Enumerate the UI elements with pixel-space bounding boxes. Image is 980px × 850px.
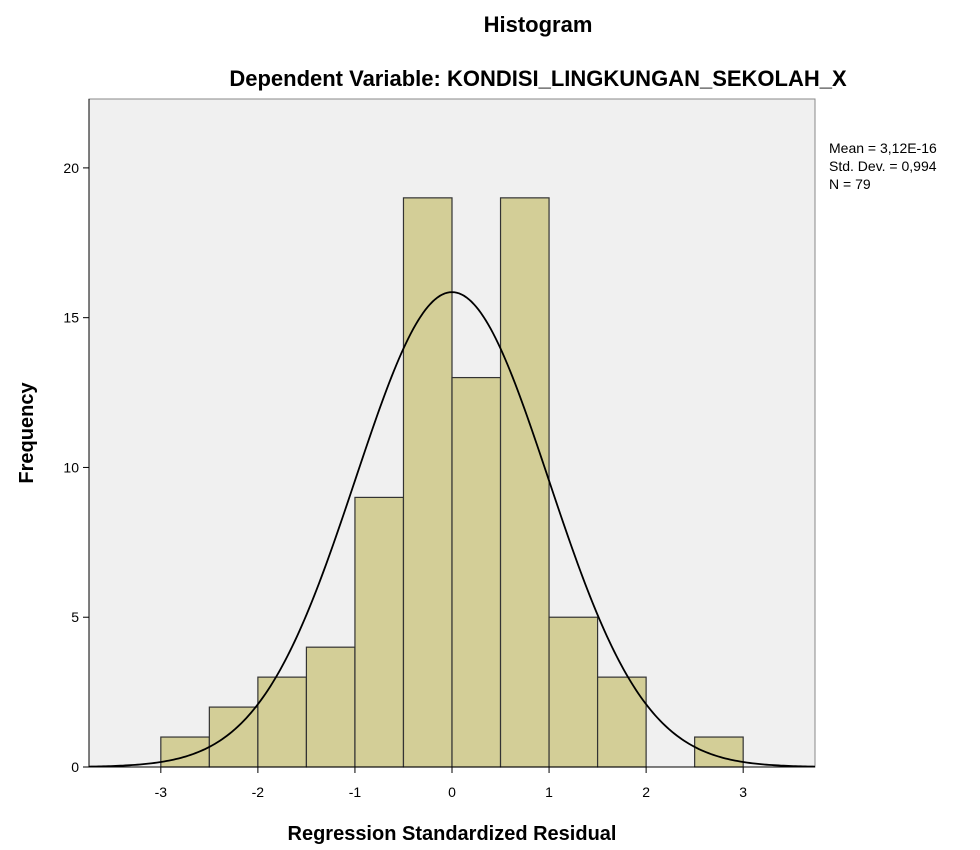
chart-title: Histogram [484, 12, 593, 37]
bar [451, 376, 502, 768]
x-tick-label: -1 [349, 784, 362, 800]
stat-label: Mean = 3,12E-16 [829, 140, 937, 156]
y-tick-label: 20 [63, 160, 79, 176]
bar [257, 676, 308, 768]
bar [160, 736, 210, 768]
chart-subtitle: Dependent Variable: KONDISI_LINGKUNGAN_S… [229, 66, 847, 91]
y-tick-label: 0 [71, 759, 79, 775]
x-tick-label: -2 [252, 784, 265, 800]
bar [596, 676, 647, 768]
x-tick-label: 3 [739, 784, 747, 800]
bar [499, 197, 550, 768]
x-tick-label: 1 [545, 784, 553, 800]
bar [354, 496, 405, 768]
y-tick-label: 10 [63, 459, 79, 475]
y-axis-label: Frequency [16, 382, 38, 484]
x-tick-label: 0 [448, 784, 456, 800]
bar [694, 736, 744, 768]
x-tick-label: 2 [642, 784, 650, 800]
bar [402, 197, 453, 768]
x-tick-label: -3 [155, 784, 168, 800]
bar [548, 616, 599, 768]
stat-label: Std. Dev. = 0,994 [829, 158, 937, 174]
bar [208, 706, 259, 768]
stat-label: N = 79 [829, 176, 871, 192]
x-axis-label: Regression Standardized Residual [288, 823, 617, 845]
y-tick-label: 5 [71, 609, 79, 625]
y-tick-label: 15 [63, 310, 79, 326]
bar [305, 646, 356, 768]
normal-curve [88, 291, 816, 768]
